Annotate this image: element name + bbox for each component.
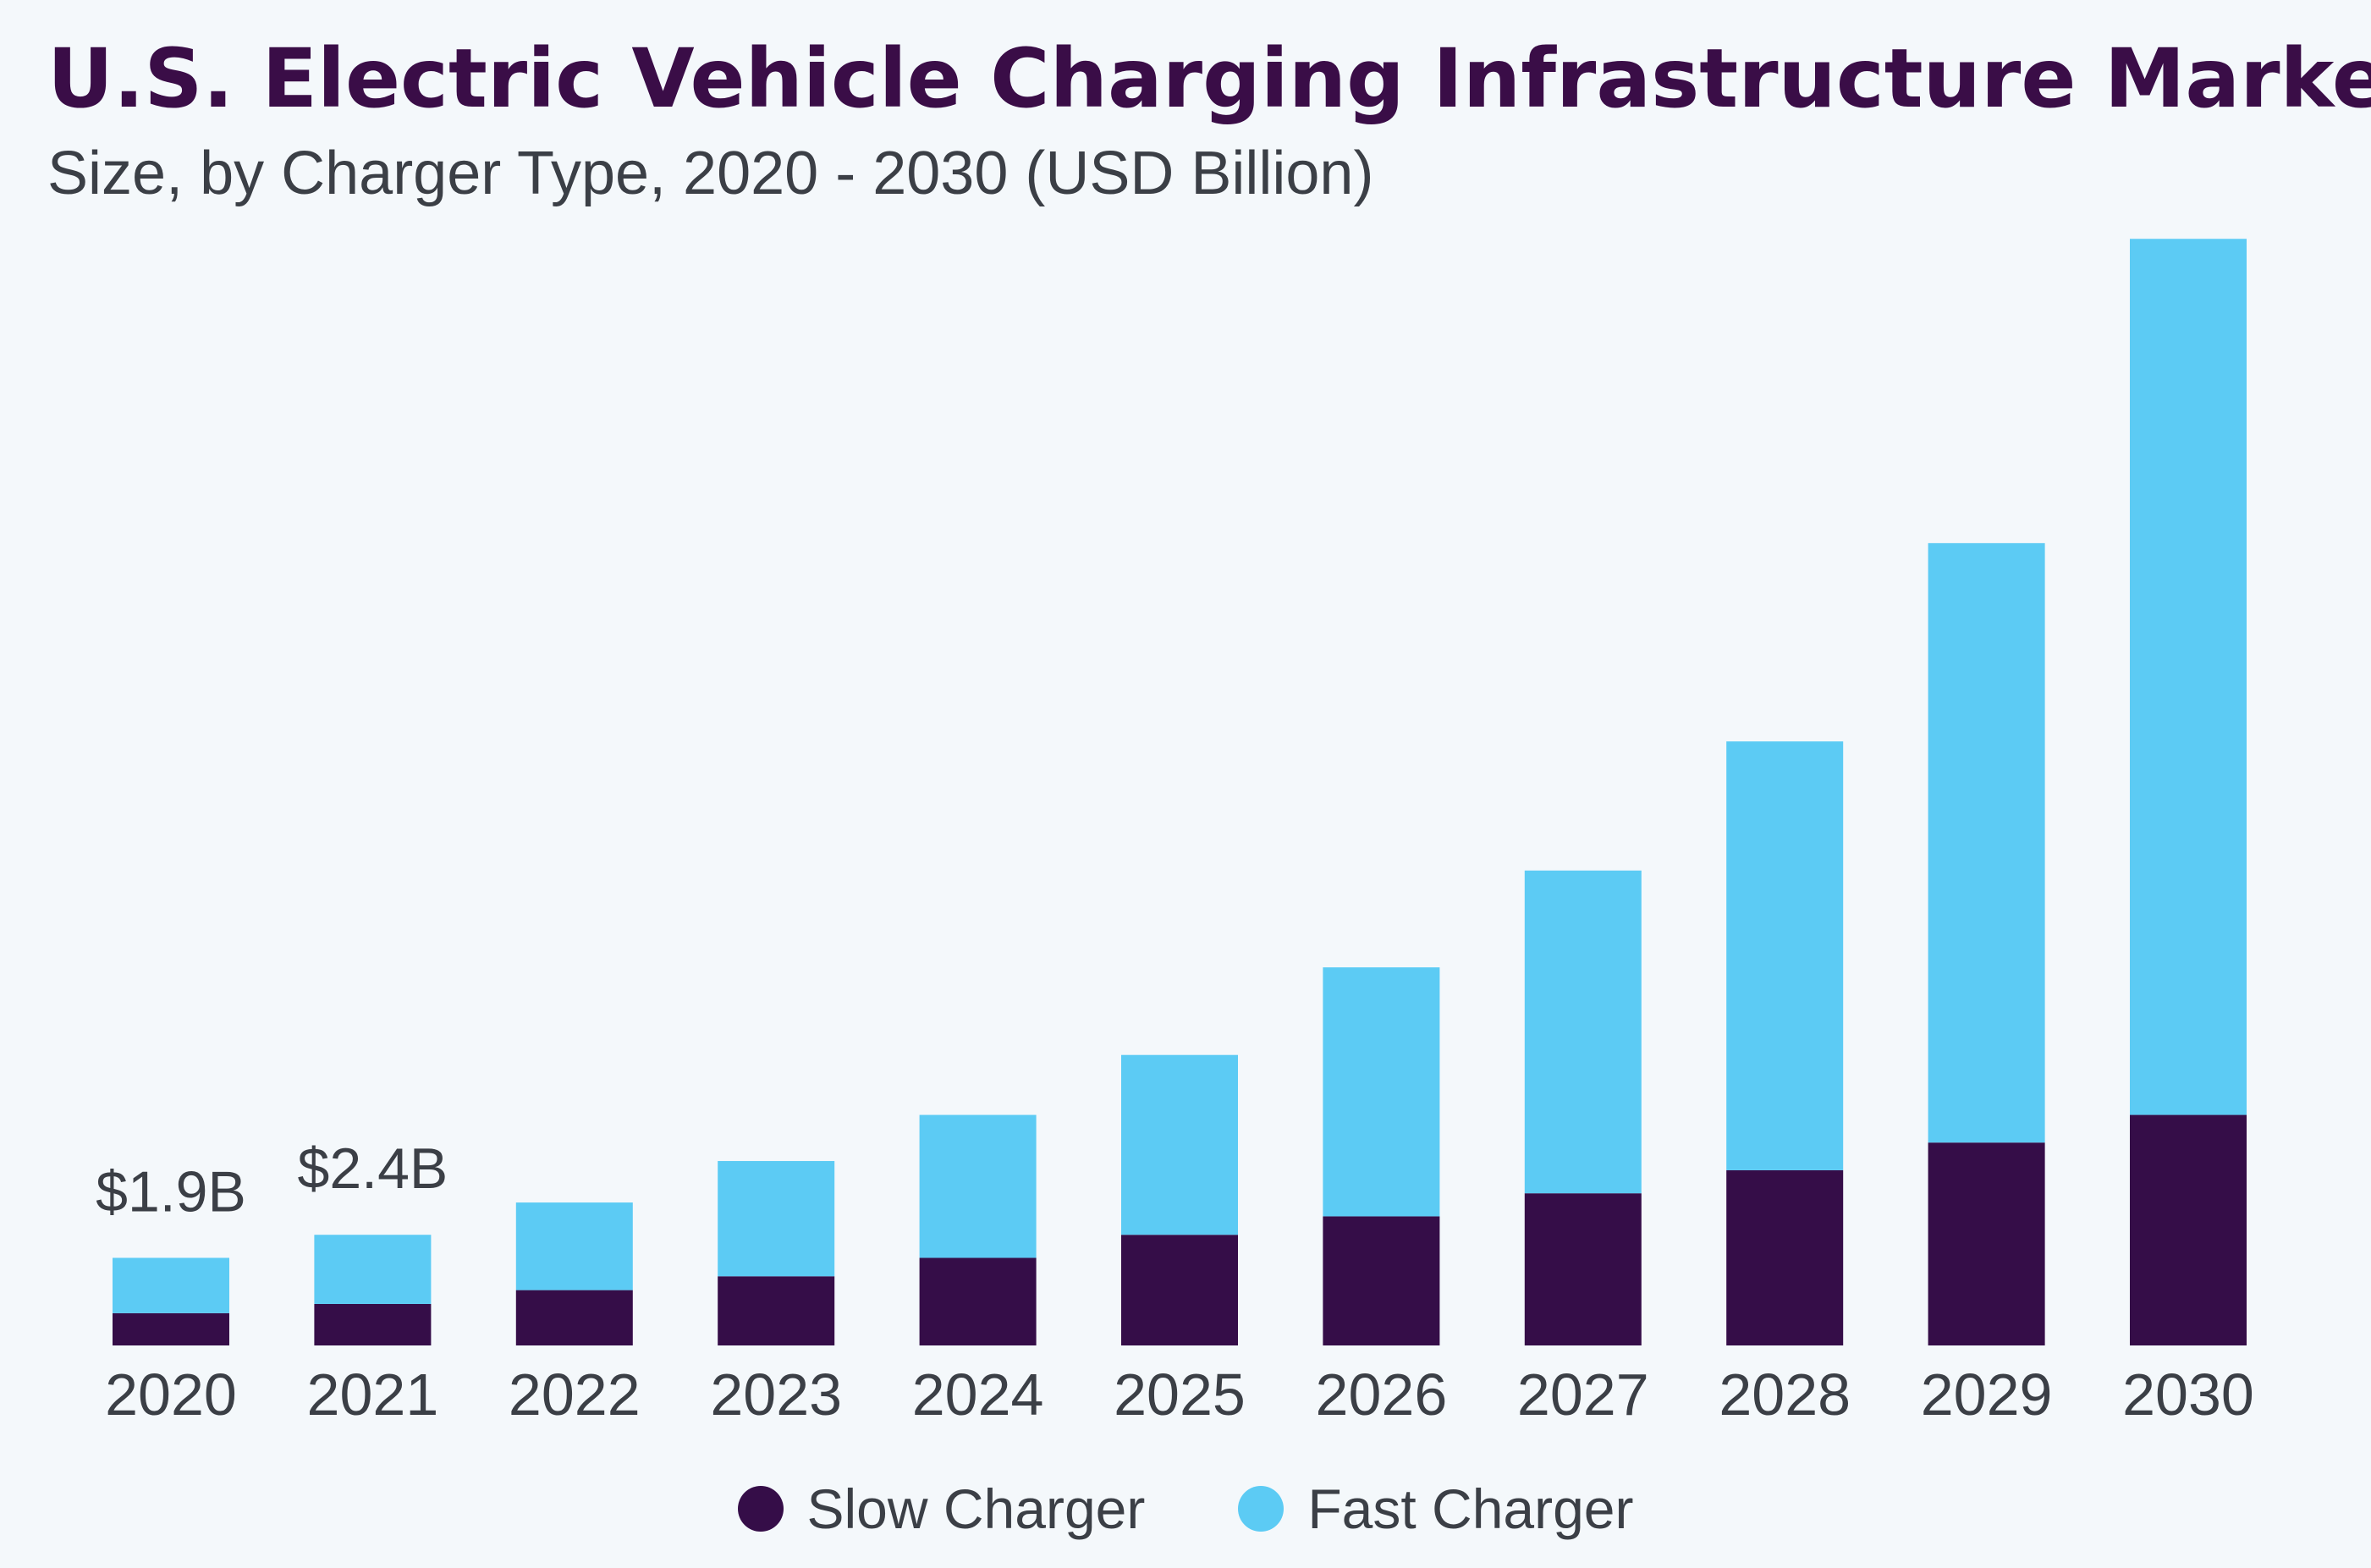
legend-label-fast-charger: Fast Charger <box>1307 1477 1634 1540</box>
bar-slow-charger-2029[interactable] <box>1928 1142 2045 1345</box>
bar-fast-charger-2025[interactable] <box>1121 1054 1238 1235</box>
bar-fast-charger-2023[interactable] <box>718 1161 835 1277</box>
bar-slow-charger-2022[interactable] <box>515 1290 633 1345</box>
x-tick-label: 2023 <box>710 1362 842 1428</box>
data-label-2021: $2.4B <box>298 1136 448 1201</box>
bar-slow-charger-2024[interactable] <box>919 1257 1037 1345</box>
bar-fast-charger-2022[interactable] <box>515 1202 633 1290</box>
bar-slow-charger-2026[interactable] <box>1323 1216 1440 1345</box>
bar-fast-charger-2029[interactable] <box>1928 542 2045 1143</box>
x-tick-label: 2028 <box>1719 1362 1851 1428</box>
bar-slow-charger-2028[interactable] <box>1726 1169 1844 1345</box>
x-tick-label: 2024 <box>912 1362 1044 1428</box>
legend-swatch-fast-charger <box>1238 1486 1285 1532</box>
bar-slow-charger-2030[interactable] <box>2130 1114 2247 1345</box>
data-label-2020: $1.9B <box>96 1159 246 1224</box>
x-tick-label: 2026 <box>1316 1362 1448 1428</box>
chart-subtitle: Size, by Charger Type, 2020 - 2030 (USD … <box>47 140 1374 207</box>
bar-slow-charger-2023[interactable] <box>718 1276 835 1345</box>
bar-fast-charger-2027[interactable] <box>1524 870 1642 1194</box>
chart-legend: Slow Charger Fast Charger <box>0 1477 2371 1541</box>
bar-fast-charger-2026[interactable] <box>1323 967 1440 1217</box>
legend-item-fast-charger[interactable]: Fast Charger <box>1238 1477 1633 1541</box>
bar-fast-charger-2030[interactable] <box>2130 239 2247 1115</box>
bar-slow-charger-2025[interactable] <box>1121 1235 1238 1345</box>
bar-fast-charger-2024[interactable] <box>919 1114 1037 1258</box>
x-tick-label: 2020 <box>105 1362 237 1428</box>
bar-fast-charger-2020[interactable] <box>113 1257 229 1313</box>
bar-fast-charger-2028[interactable] <box>1726 741 1844 1170</box>
chart-title: U.S. Electric Vehicle Charging Infrastru… <box>47 31 2371 126</box>
legend-item-slow-charger[interactable]: Slow Charger <box>737 1477 1146 1541</box>
x-tick-label: 2030 <box>2122 1362 2254 1428</box>
x-tick-label: 2025 <box>1114 1362 1246 1428</box>
legend-swatch-slow-charger <box>737 1486 784 1532</box>
bar-slow-charger-2027[interactable] <box>1524 1193 1642 1345</box>
x-tick-label: 2021 <box>307 1362 439 1428</box>
bar-slow-charger-2020[interactable] <box>113 1312 229 1345</box>
x-tick-label: 2022 <box>509 1362 641 1428</box>
x-tick-label: 2029 <box>1921 1362 2053 1428</box>
bar-fast-charger-2021[interactable] <box>314 1235 432 1304</box>
bar-slow-charger-2021[interactable] <box>314 1303 432 1345</box>
x-tick-label: 2027 <box>1517 1362 1649 1428</box>
legend-label-slow-charger: Slow Charger <box>806 1477 1146 1540</box>
